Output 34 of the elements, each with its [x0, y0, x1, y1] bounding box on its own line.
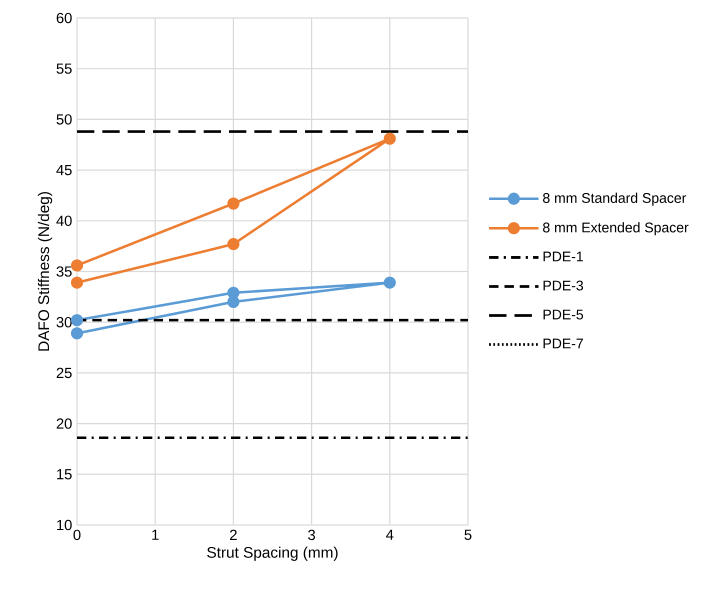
legend-label: PDE-5	[544, 310, 584, 320]
legend-label: PDE-7	[544, 338, 583, 348]
x-tick-label: 5	[464, 530, 472, 540]
point	[70, 276, 84, 289]
y-tick-label: 55	[56, 64, 72, 74]
y-tick-label: 30	[56, 317, 72, 328]
y-tick-label: 25	[56, 368, 72, 378]
x-tick-label: 0	[73, 530, 80, 540]
y-tick-label: 15	[57, 469, 72, 480]
point	[70, 314, 84, 326]
point	[384, 276, 396, 289]
x-tick-label: 1	[152, 530, 159, 540]
point	[70, 259, 84, 272]
y-axis-title: DAFO Stiffness (N/deg)	[38, 192, 52, 351]
y-tick-label: 20	[56, 418, 72, 429]
x-tick-label: 4	[386, 530, 394, 540]
point	[227, 197, 240, 210]
x-axis-title: Strut Spacing (mm)	[207, 546, 338, 561]
y-tick-label: 10	[57, 520, 72, 530]
point	[384, 132, 396, 145]
legend-label: PDE-1	[544, 252, 583, 262]
y-tick-label: 45	[56, 164, 72, 176]
x-tick-label: 3	[308, 530, 316, 540]
point	[227, 286, 240, 299]
point	[227, 238, 240, 250]
legend-label: 8 mm Extended Spacer	[543, 222, 688, 236]
y-tick-label: 60	[56, 12, 72, 24]
y-tick-label: 40	[56, 216, 72, 226]
legend-label: 8 mm Standard Spacer	[543, 192, 686, 206]
point	[70, 327, 84, 340]
y-tick-label: 50	[56, 114, 72, 125]
x-tick-label: 2	[230, 530, 237, 540]
legend-label: PDE-3	[544, 280, 584, 291]
y-tick-label: 35	[56, 266, 72, 277]
